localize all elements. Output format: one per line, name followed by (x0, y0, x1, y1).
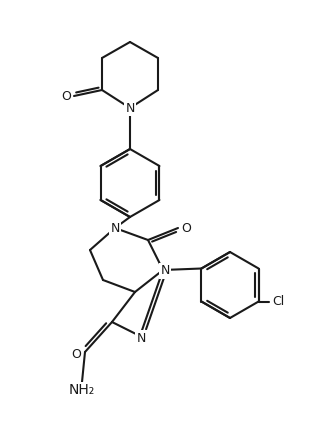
Text: N: N (125, 101, 135, 115)
Text: O: O (61, 90, 71, 102)
Text: NH₂: NH₂ (69, 383, 95, 397)
Text: N: N (160, 265, 170, 277)
Text: O: O (181, 221, 191, 235)
Text: N: N (136, 332, 146, 344)
Text: N: N (110, 221, 120, 235)
Text: O: O (71, 348, 81, 360)
Text: Cl: Cl (273, 295, 285, 308)
